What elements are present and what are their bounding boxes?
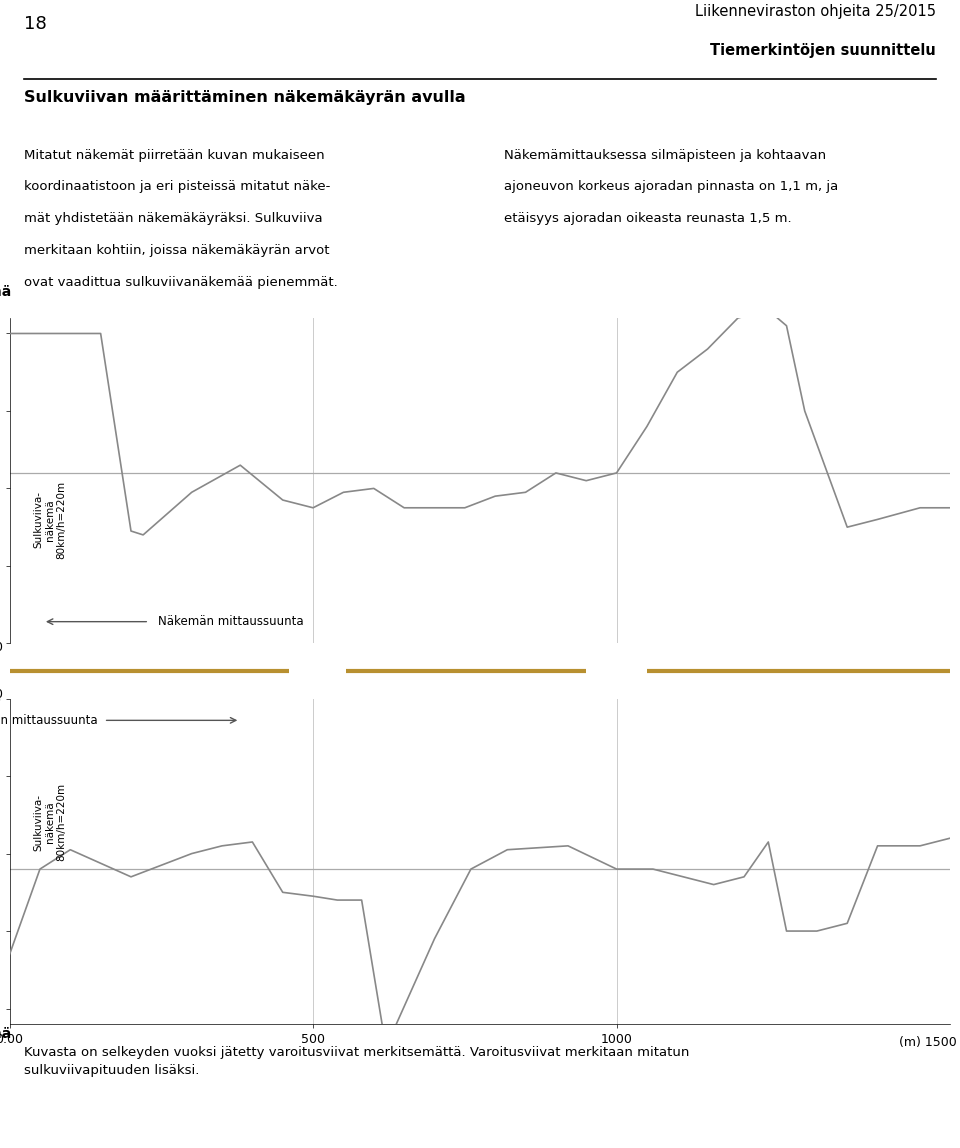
Text: Näkemä
(m): Näkemä (m) [0,1027,12,1057]
Text: ajoneuvon korkeus ajoradan pinnasta on 1,1 m, ja: ajoneuvon korkeus ajoradan pinnasta on 1… [504,180,838,193]
Text: mät yhdistetään näkemäkäyräksi. Sulkuviiva: mät yhdistetään näkemäkäyräksi. Sulkuvii… [24,212,323,225]
Text: Näkemämittauksessa silmäpisteen ja kohtaavan: Näkemämittauksessa silmäpisteen ja kohta… [504,148,827,162]
Text: 18: 18 [24,15,47,33]
Text: Liikenneviraston ohjeita 25/2015: Liikenneviraston ohjeita 25/2015 [695,5,936,20]
Text: Näkemän mittaussuunta: Näkemän mittaussuunta [0,714,98,727]
Text: Sulkuviiva-
näkemä
80km/h=220m: Sulkuviiva- näkemä 80km/h=220m [34,481,66,559]
Text: koordinaatistoon ja eri pisteissä mitatut näke-: koordinaatistoon ja eri pisteissä mitatu… [24,180,330,193]
Text: 0: 0 [0,642,2,654]
Text: Tiemerkintöjen suunnittelu: Tiemerkintöjen suunnittelu [710,42,936,59]
Text: etäisyys ajoradan oikeasta reunasta 1,5 m.: etäisyys ajoradan oikeasta reunasta 1,5 … [504,212,792,225]
Text: Sulkuviiva-
näkemä
80km/h=220m: Sulkuviiva- näkemä 80km/h=220m [34,783,66,861]
Text: (m) 1500: (m) 1500 [899,1035,956,1048]
Text: Kuvasta on selkeyden vuoksi jätetty varoitusviivat merkitsemättä. Varoitusviivat: Kuvasta on selkeyden vuoksi jätetty varo… [24,1046,689,1077]
Text: ovat vaadittua sulkuviivanäkemää pienemmät.: ovat vaadittua sulkuviivanäkemää pienemm… [24,276,338,288]
Text: merkitaan kohtiin, joissa näkemäkäyrän arvot: merkitaan kohtiin, joissa näkemäkäyrän a… [24,243,329,257]
Text: Näkemän mittaussuunta: Näkemän mittaussuunta [158,615,304,628]
Text: Sulkuviivan määrittäminen näkemäkäyrän avulla: Sulkuviivan määrittäminen näkemäkäyrän a… [24,90,466,104]
Text: Mitatut näkemät piirretään kuvan mukaiseen: Mitatut näkemät piirretään kuvan mukaise… [24,148,324,162]
Text: 0: 0 [0,688,2,700]
Text: Näkemä
(m): Näkemä (m) [0,285,12,315]
